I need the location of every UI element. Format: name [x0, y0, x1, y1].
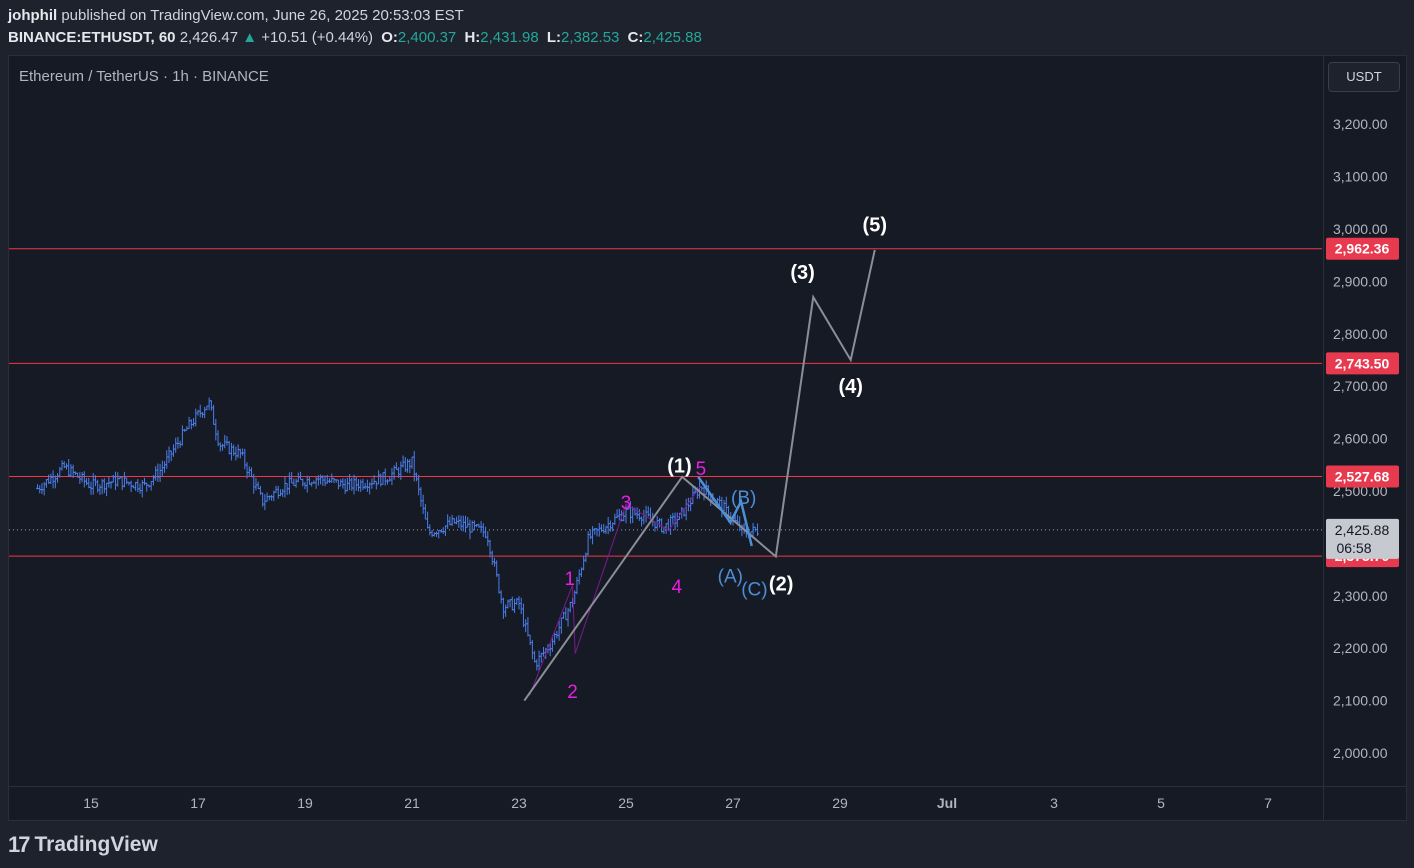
close-label: C:	[627, 29, 644, 46]
tradingview-logo-icon: 17	[8, 832, 31, 857]
x-axis-tick-label: 7	[1264, 795, 1272, 811]
x-axis-tick-label: 27	[725, 795, 741, 811]
current-price-label: 2,425.88	[1335, 522, 1390, 538]
close-value: 2,425.88	[643, 29, 702, 46]
wave-label[interactable]: (3)	[790, 262, 814, 284]
x-axis-tick-label: 19	[297, 795, 313, 811]
wave-label[interactable]: (A)	[718, 566, 743, 587]
x-axis-tick-label: 21	[404, 795, 420, 811]
change-up-icon: ▲	[242, 29, 258, 46]
x-axis-tick-label: 17	[190, 795, 206, 811]
y-axis-tick-label: 2,100.00	[1333, 693, 1388, 709]
x-axis-tick-label: Jul	[937, 795, 957, 811]
publish-header: johphil published on TradingView.com, Ju…	[8, 0, 1408, 54]
level-price-tag-label: 2,962.36	[1335, 241, 1390, 257]
y-axis-tick-label: 2,800.00	[1333, 326, 1388, 342]
wave-label[interactable]: (5)	[863, 215, 887, 237]
published-text: published on TradingView.com, June 26, 2…	[61, 7, 464, 24]
bar-countdown-label: 06:58	[1336, 540, 1371, 556]
high-label: H:	[464, 29, 481, 46]
x-axis-tick-label: 3	[1050, 795, 1058, 811]
x-axis-tick-label: 25	[618, 795, 634, 811]
correction-wave-path[interactable]	[697, 476, 753, 547]
price-scale-divider	[1323, 55, 1324, 821]
x-axis-tick-label: 23	[511, 795, 527, 811]
y-axis-tick-label: 2,300.00	[1333, 588, 1388, 604]
tradingview-wordmark: TradingView	[34, 833, 158, 856]
wave-label[interactable]: (C)	[741, 580, 767, 601]
wave-label[interactable]: 3	[621, 493, 632, 514]
high-value: 2,431.98	[480, 29, 539, 46]
wave-label[interactable]: (B)	[731, 488, 756, 509]
y-axis-tick-label: 3,200.00	[1333, 116, 1388, 132]
open-value: 2,400.37	[397, 29, 457, 46]
low-label: L:	[546, 29, 562, 46]
symbol-name: BINANCE:ETHUSDT, 60	[8, 29, 176, 46]
y-axis-tick-label: 2,000.00	[1333, 745, 1388, 761]
symbol-info: BINANCE:ETHUSDT, 60 2,426.47 ▲ +10.51 (+…	[8, 29, 702, 46]
level-price-tag	[1326, 352, 1399, 375]
wave-label[interactable]: 5	[696, 459, 707, 480]
wave-label[interactable]: 2	[567, 682, 578, 703]
x-axis-tick-label: 29	[832, 795, 848, 811]
time-scale-divider	[8, 786, 1407, 787]
wave-label[interactable]: 4	[672, 577, 683, 598]
low-value: 2,382.53	[561, 29, 620, 46]
last-price: 2,426.47	[179, 29, 239, 46]
chart-pane[interactable]	[8, 55, 1407, 821]
wave-label[interactable]: (2)	[769, 574, 793, 596]
y-axis-tick-label: 2,200.00	[1333, 640, 1388, 656]
y-axis-tick-label: 2,700.00	[1333, 378, 1388, 394]
tradingview-logo[interactable]: 17 TradingView	[8, 830, 158, 860]
level-price-tag-label: 2,743.50	[1335, 355, 1390, 371]
y-axis-tick-label: 2,900.00	[1333, 273, 1388, 289]
y-axis-tick-label: 2,600.00	[1333, 431, 1388, 447]
level-price-tag	[1326, 465, 1399, 488]
wave-label[interactable]: (4)	[838, 376, 862, 398]
open-label: O:	[381, 29, 398, 46]
price-change: +10.51 (+0.44%)	[261, 29, 374, 46]
currency-button[interactable]: USDT	[1328, 62, 1400, 92]
y-axis-tick-label: 3,100.00	[1333, 169, 1388, 185]
level-price-tag-label: 2,527.68	[1335, 468, 1390, 484]
wave-label[interactable]: 1	[565, 569, 576, 590]
x-axis-tick-label: 15	[83, 795, 99, 811]
chart-title: Ethereum / TetherUS · 1h · BINANCE	[19, 68, 269, 85]
y-axis-tick-label: 3,000.00	[1333, 221, 1388, 237]
x-axis-tick-label: 5	[1157, 795, 1165, 811]
current-price-tag	[1326, 518, 1399, 559]
minor-wave-path[interactable]	[529, 485, 702, 696]
primary-wave-path[interactable]	[523, 249, 876, 702]
level-price-tag	[1326, 237, 1399, 260]
publish-info: johphil published on TradingView.com, Ju…	[8, 7, 464, 24]
author-name[interactable]: johphil	[8, 7, 58, 24]
wave-label[interactable]: (1)	[667, 456, 691, 478]
